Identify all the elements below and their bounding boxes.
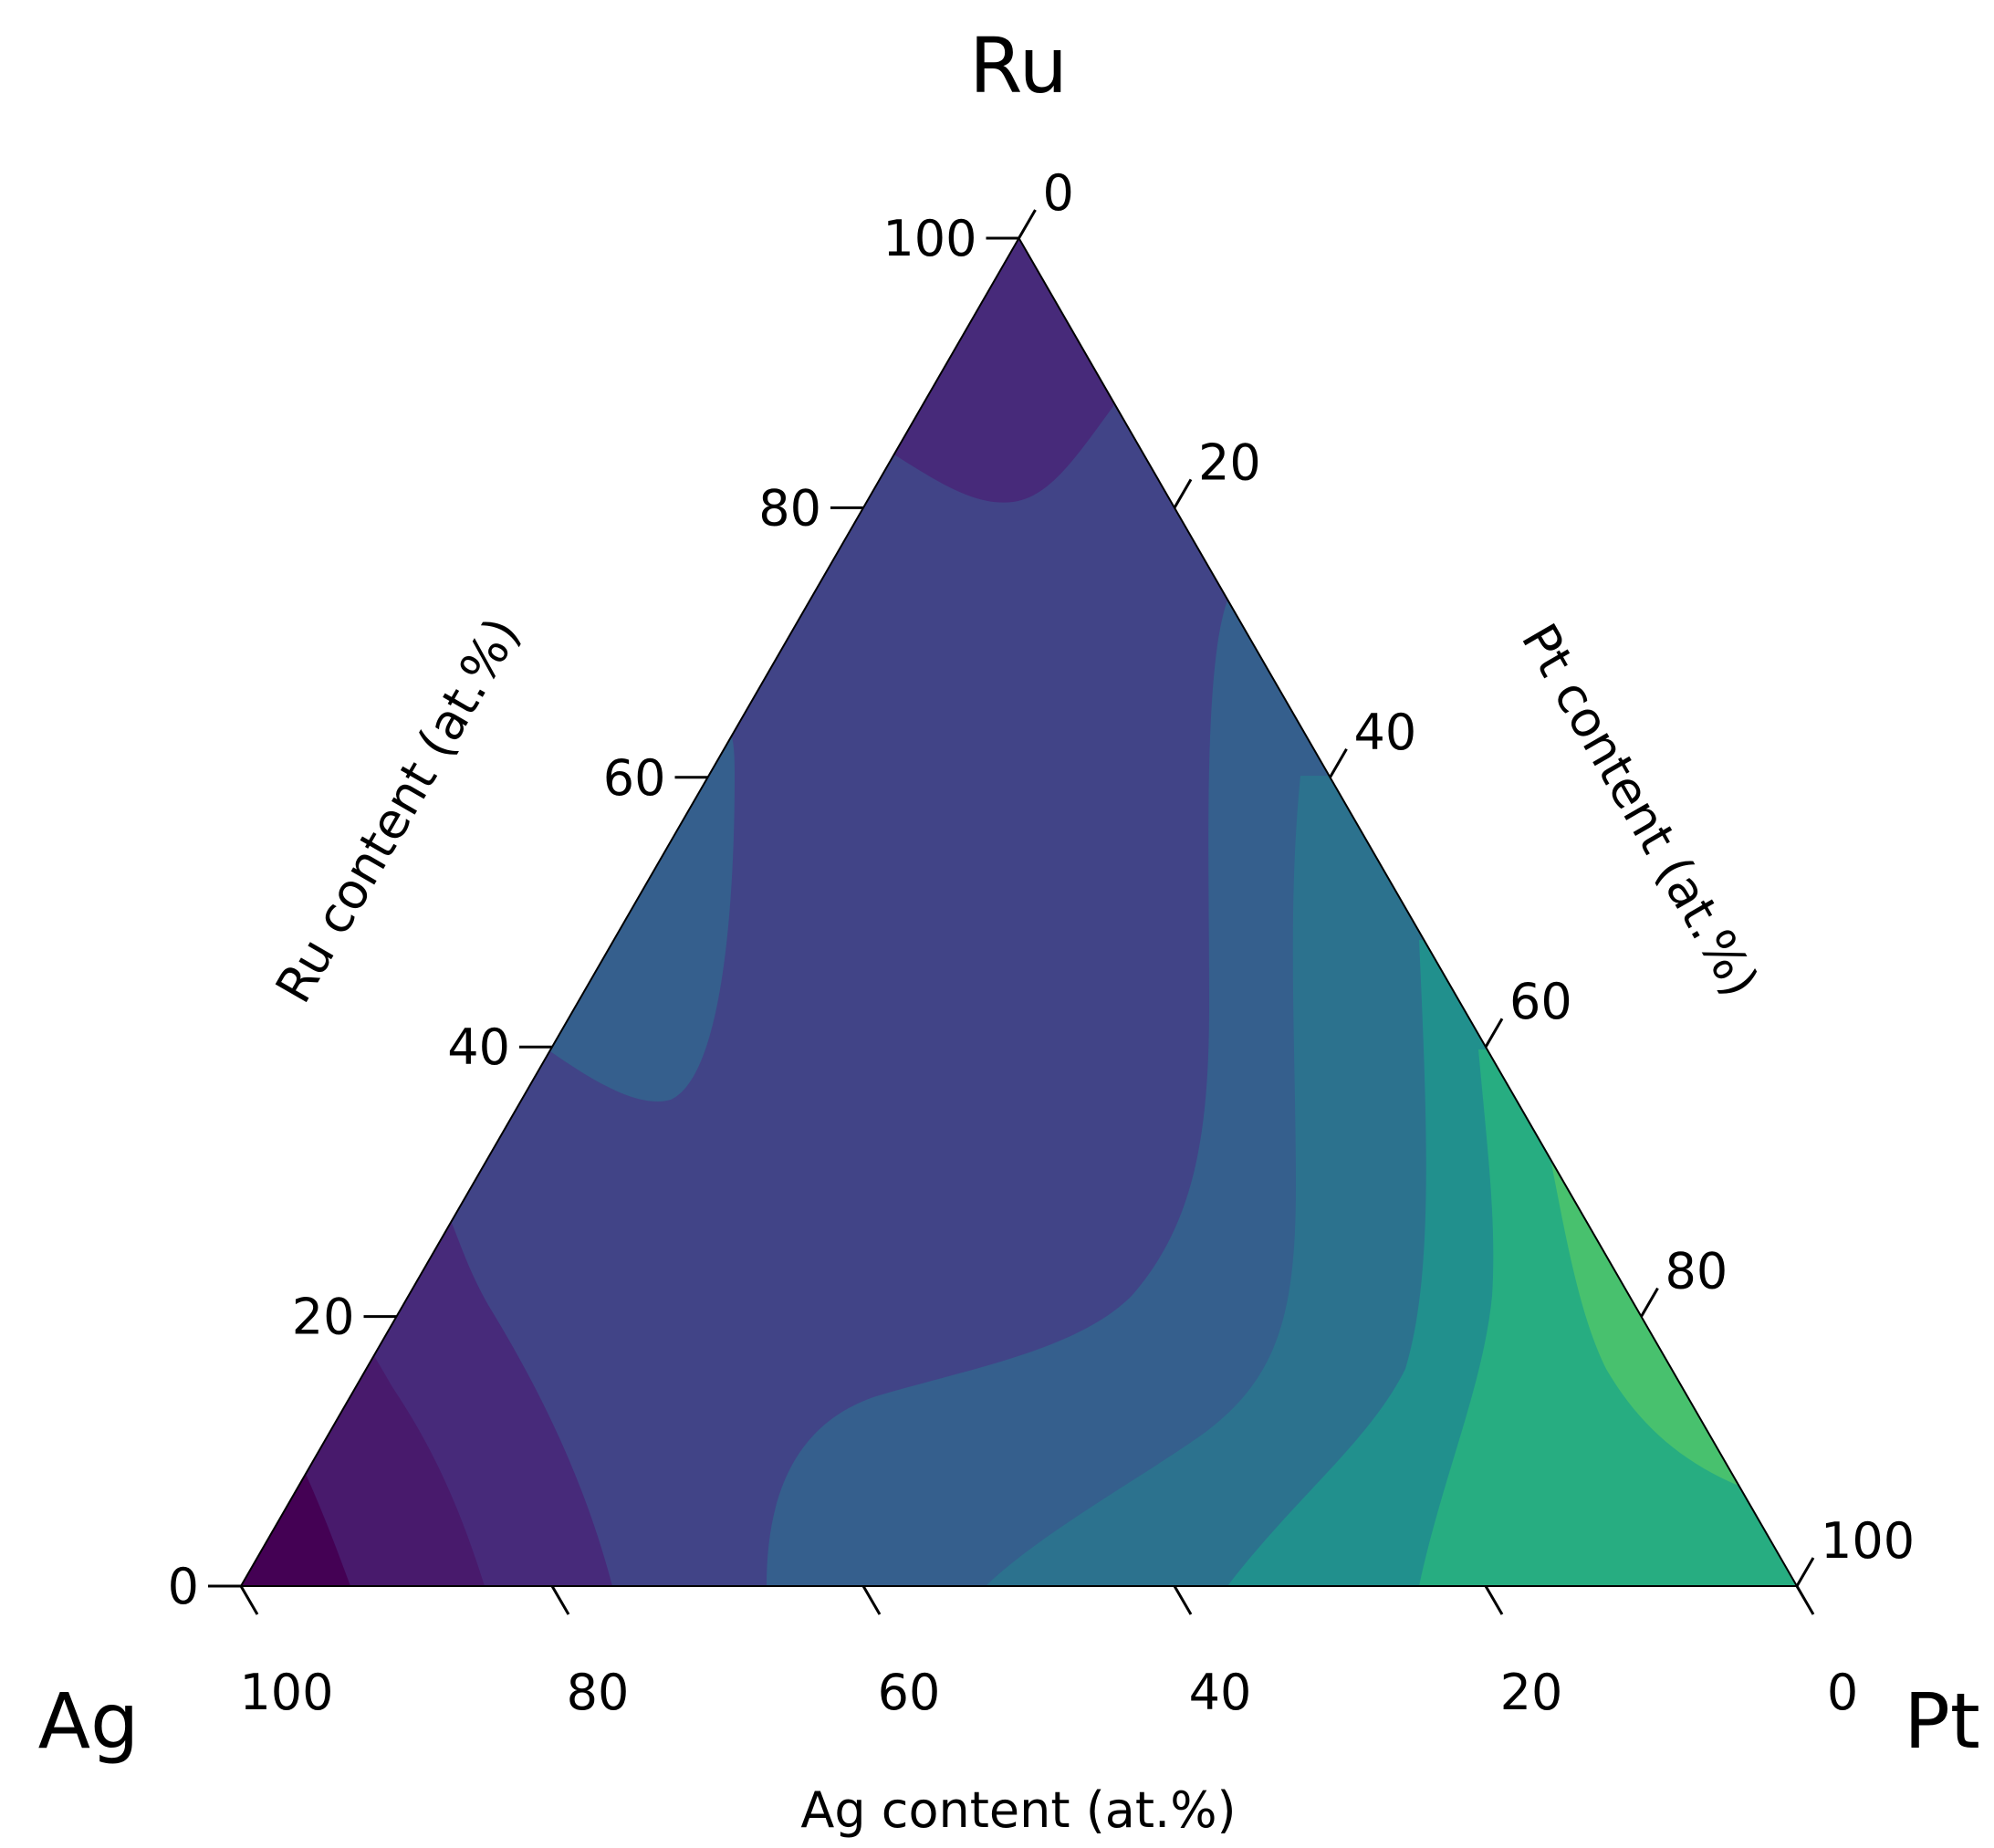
- tick-label-left-0: 0: [168, 1558, 199, 1615]
- tick-label-bottom-40: 40: [1189, 1664, 1252, 1721]
- tick-bottom-60: [861, 1585, 882, 1615]
- axis-title-bottom: Ag content (at.%): [800, 1781, 1236, 1839]
- tick-right-100: [1795, 1557, 1815, 1587]
- tick-labels: 0 0 100 20 20 80 40 40 60 60 60 40 80 80 20 100 100 0: [168, 164, 1915, 1721]
- tick-right-80: [1640, 1287, 1659, 1318]
- tick-right-20: [1173, 478, 1193, 509]
- corner-label-left: Ag: [38, 1676, 140, 1766]
- ticks: [208, 209, 1815, 1615]
- tick-label-bottom-20: 20: [1500, 1664, 1563, 1721]
- contour-region-level-7: [1419, 1049, 1797, 1586]
- tick-label-right-20: 20: [1198, 433, 1261, 491]
- tick-label-bottom-60: 60: [878, 1664, 941, 1721]
- tick-label-right-0: 0: [1043, 164, 1074, 222]
- tick-bottom-80: [550, 1585, 570, 1615]
- tick-bottom-0: [1795, 1585, 1815, 1615]
- tick-bottom-40: [1173, 1585, 1193, 1615]
- tick-label-right-40: 40: [1354, 704, 1417, 761]
- tick-label-bottom-80: 80: [567, 1664, 630, 1721]
- corner-label-top: Ru: [969, 21, 1068, 110]
- tick-right-0: [1018, 209, 1037, 239]
- tick-label-left-40: 40: [447, 1018, 510, 1076]
- tick-label-left-80: 80: [758, 479, 821, 537]
- tick-label-right-60: 60: [1509, 973, 1572, 1030]
- tick-bottom-100: [239, 1585, 259, 1615]
- tick-label-left-100: 100: [882, 210, 976, 267]
- tick-label-right-80: 80: [1665, 1243, 1728, 1300]
- tick-bottom-20: [1484, 1585, 1504, 1615]
- tick-right-60: [1484, 1018, 1504, 1048]
- axis-title-right: Pt content (at.%): [1510, 614, 1770, 1007]
- axis-title-left: Ru content (at.%): [265, 608, 531, 1012]
- tick-label-left-20: 20: [292, 1289, 355, 1346]
- tick-label-bottom-100: 100: [239, 1664, 333, 1721]
- triangle-frame: [239, 235, 1799, 1587]
- tick-label-right-100: 100: [1821, 1512, 1915, 1570]
- corner-label-right: Pt: [1904, 1676, 1980, 1766]
- tick-label-bottom-0: 0: [1827, 1664, 1858, 1721]
- tick-label-left-60: 60: [603, 749, 666, 807]
- tick-right-40: [1329, 748, 1348, 778]
